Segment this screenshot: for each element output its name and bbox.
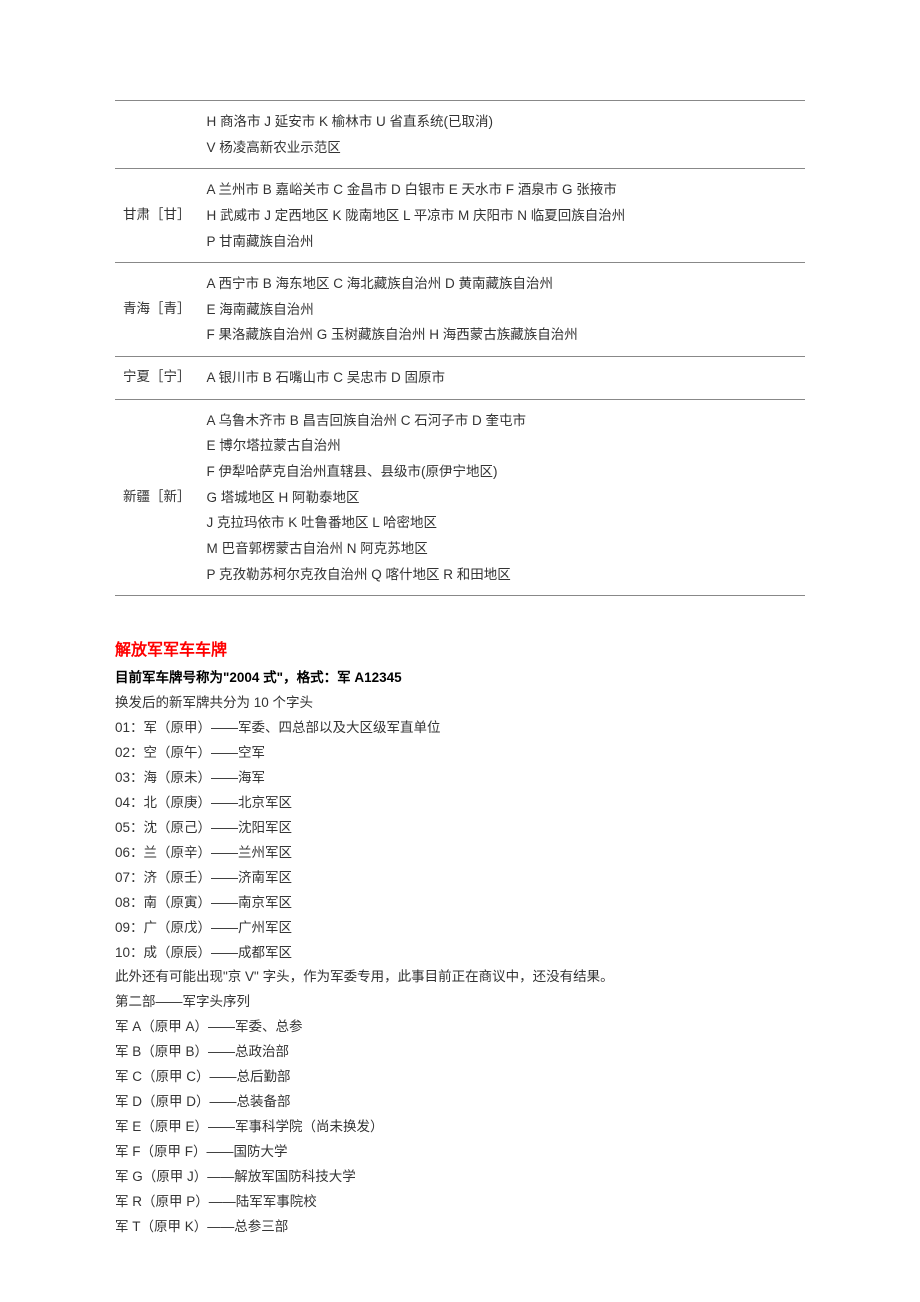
table-row: H 商洛市 J 延安市 K 榆林市 U 省直系统(已取消)V 杨凌高新农业示范区 bbox=[115, 101, 805, 169]
list-item: 军 A（原甲 A）——军委、总参 bbox=[115, 1015, 805, 1040]
list-item: 军 G（原甲 J）——解放军国防科技大学 bbox=[115, 1165, 805, 1190]
list-item: 军 E（原甲 E）——军事科学院（尚未换发） bbox=[115, 1115, 805, 1140]
table-body: H 商洛市 J 延安市 K 榆林市 U 省直系统(已取消)V 杨凌高新农业示范区… bbox=[115, 101, 805, 596]
list-item: 08：南（原寅）——南京军区 bbox=[115, 891, 805, 916]
region-cell: A 银川市 B 石嘴山市 C 吴忠市 D 固原市 bbox=[199, 357, 806, 400]
region-cell: A 乌鲁木齐市 B 昌吉回族自治州 C 石河子市 D 奎屯市E 博尔塔拉蒙古自治… bbox=[199, 399, 806, 595]
section-title: 解放军军车车牌 bbox=[115, 636, 805, 666]
province-cell bbox=[115, 101, 199, 169]
part2-title: 第二部——军字头序列 bbox=[115, 990, 805, 1015]
list-item: 07：济（原壬）——济南军区 bbox=[115, 866, 805, 891]
province-cell: 青海［青］ bbox=[115, 263, 199, 357]
province-cell: 新疆［新］ bbox=[115, 399, 199, 595]
province-cell: 宁夏［宁］ bbox=[115, 357, 199, 400]
list-item: 军 R（原甲 P）——陆军军事院校 bbox=[115, 1190, 805, 1215]
region-cell: A 西宁市 B 海东地区 C 海北藏族自治州 D 黄南藏族自治州E 海南藏族自治… bbox=[199, 263, 806, 357]
list-item: 04：北（原庚）——北京军区 bbox=[115, 791, 805, 816]
list-item: 10：成（原辰）——成都军区 bbox=[115, 941, 805, 966]
region-cell: H 商洛市 J 延安市 K 榆林市 U 省直系统(已取消)V 杨凌高新农业示范区 bbox=[199, 101, 806, 169]
list2-container: 军 A（原甲 A）——军委、总参军 B（原甲 B）——总政治部军 C（原甲 C）… bbox=[115, 1015, 805, 1240]
list1-container: 01：军（原甲）——军委、四总部以及大区级军直单位02：空（原午）——空军03：… bbox=[115, 716, 805, 966]
table-row: 宁夏［宁］A 银川市 B 石嘴山市 C 吴忠市 D 固原市 bbox=[115, 357, 805, 400]
section-intro: 换发后的新军牌共分为 10 个字头 bbox=[115, 691, 805, 716]
table-row: 青海［青］A 西宁市 B 海东地区 C 海北藏族自治州 D 黄南藏族自治州E 海… bbox=[115, 263, 805, 357]
list-item: 军 T（原甲 K）——总参三部 bbox=[115, 1215, 805, 1240]
province-region-table: H 商洛市 J 延安市 K 榆林市 U 省直系统(已取消)V 杨凌高新农业示范区… bbox=[115, 100, 805, 596]
list-item: 09：广（原戊）——广州军区 bbox=[115, 916, 805, 941]
list-item: 军 C（原甲 C）——总后勤部 bbox=[115, 1065, 805, 1090]
list-item: 05：沈（原己）——沈阳军区 bbox=[115, 816, 805, 841]
list-item: 01：军（原甲）——军委、四总部以及大区级军直单位 bbox=[115, 716, 805, 741]
list-item: 06：兰（原辛）——兰州军区 bbox=[115, 841, 805, 866]
province-cell: 甘肃［甘］ bbox=[115, 169, 199, 263]
list-item: 02：空（原午）——空军 bbox=[115, 741, 805, 766]
section-note: 此外还有可能出现"京 V" 字头，作为军委专用，此事目前正在商议中，还没有结果。 bbox=[115, 965, 805, 990]
list-item: 军 D（原甲 D）——总装备部 bbox=[115, 1090, 805, 1115]
list-item: 军 B（原甲 B）——总政治部 bbox=[115, 1040, 805, 1065]
section-subtitle: 目前军车牌号称为"2004 式"，格式：军 A12345 bbox=[115, 666, 805, 691]
list-item: 军 F（原甲 F）——国防大学 bbox=[115, 1140, 805, 1165]
table-row: 甘肃［甘］A 兰州市 B 嘉峪关市 C 金昌市 D 白银市 E 天水市 F 酒泉… bbox=[115, 169, 805, 263]
region-cell: A 兰州市 B 嘉峪关市 C 金昌市 D 白银市 E 天水市 F 酒泉市 G 张… bbox=[199, 169, 806, 263]
list-item: 03：海（原未）——海军 bbox=[115, 766, 805, 791]
table-row: 新疆［新］A 乌鲁木齐市 B 昌吉回族自治州 C 石河子市 D 奎屯市E 博尔塔… bbox=[115, 399, 805, 595]
